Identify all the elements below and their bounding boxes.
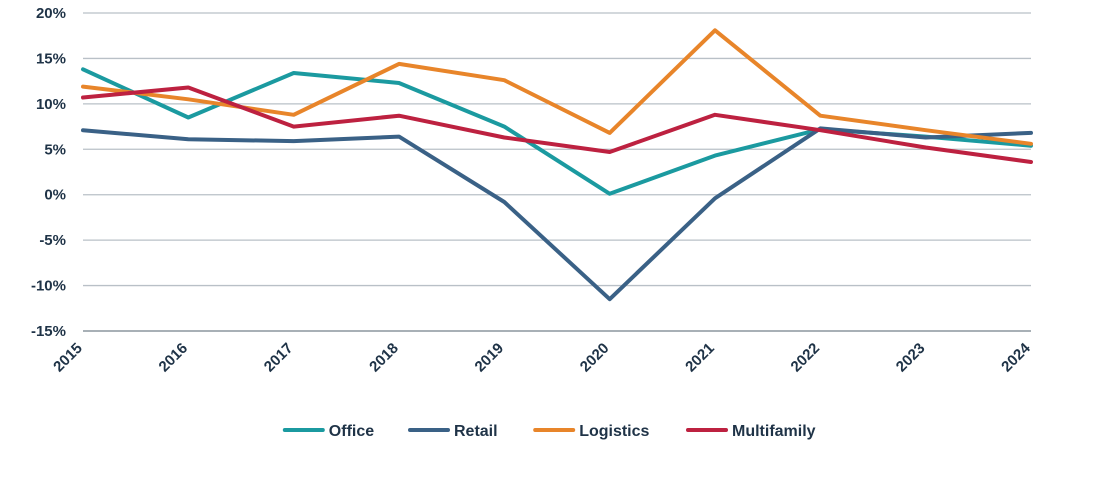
x-tick-label: 2021 [682,340,718,376]
x-tick-label: 2020 [577,340,613,376]
legend-item-multifamily: Multifamily [686,423,816,440]
y-axis-tick-labels: 20% 15% 10% 5% 0% -5% -10% -15% [31,5,66,340]
y-tick-label: -15% [31,323,66,340]
legend-label: Retail [454,423,498,440]
legend-item-office: Office [282,423,374,440]
y-tick-label: 0% [44,187,66,204]
y-tick-label: 15% [36,50,66,67]
y-tick-label: 5% [44,141,66,158]
y-tick-label: -10% [31,278,66,295]
series-line-office [81,67,1033,196]
series-line-retail [81,126,1033,302]
legend-label: Multifamily [732,423,816,440]
y-tick-label: 10% [36,96,66,113]
gridlines [83,12,1031,332]
legend-item-retail: Retail [408,423,498,440]
x-tick-label: 2024 [998,339,1034,375]
series-line-logistics [81,28,1033,146]
x-tick-label: 2015 [50,340,86,376]
series-line-multifamily [81,85,1033,164]
legend-label: Office [329,423,374,440]
y-tick-label: -5% [39,232,66,249]
x-tick-label: 2019 [472,340,508,376]
x-tick-label: 2017 [261,340,297,376]
x-tick-label: 2016 [156,340,192,376]
y-tick-label: 20% [36,5,66,22]
legend: Office Retail Logistics Multifamily [282,423,816,440]
x-tick-label: 2022 [788,340,824,376]
x-axis-tick-labels: 2015 2016 2017 2018 2019 2020 2021 2022 2023 2024 [50,339,1034,375]
legend-label: Logistics [579,423,649,440]
x-tick-label: 2018 [366,340,402,376]
legend-item-logistics: Logistics [533,423,650,440]
series-lines [81,28,1033,302]
x-tick-label: 2023 [893,340,929,376]
